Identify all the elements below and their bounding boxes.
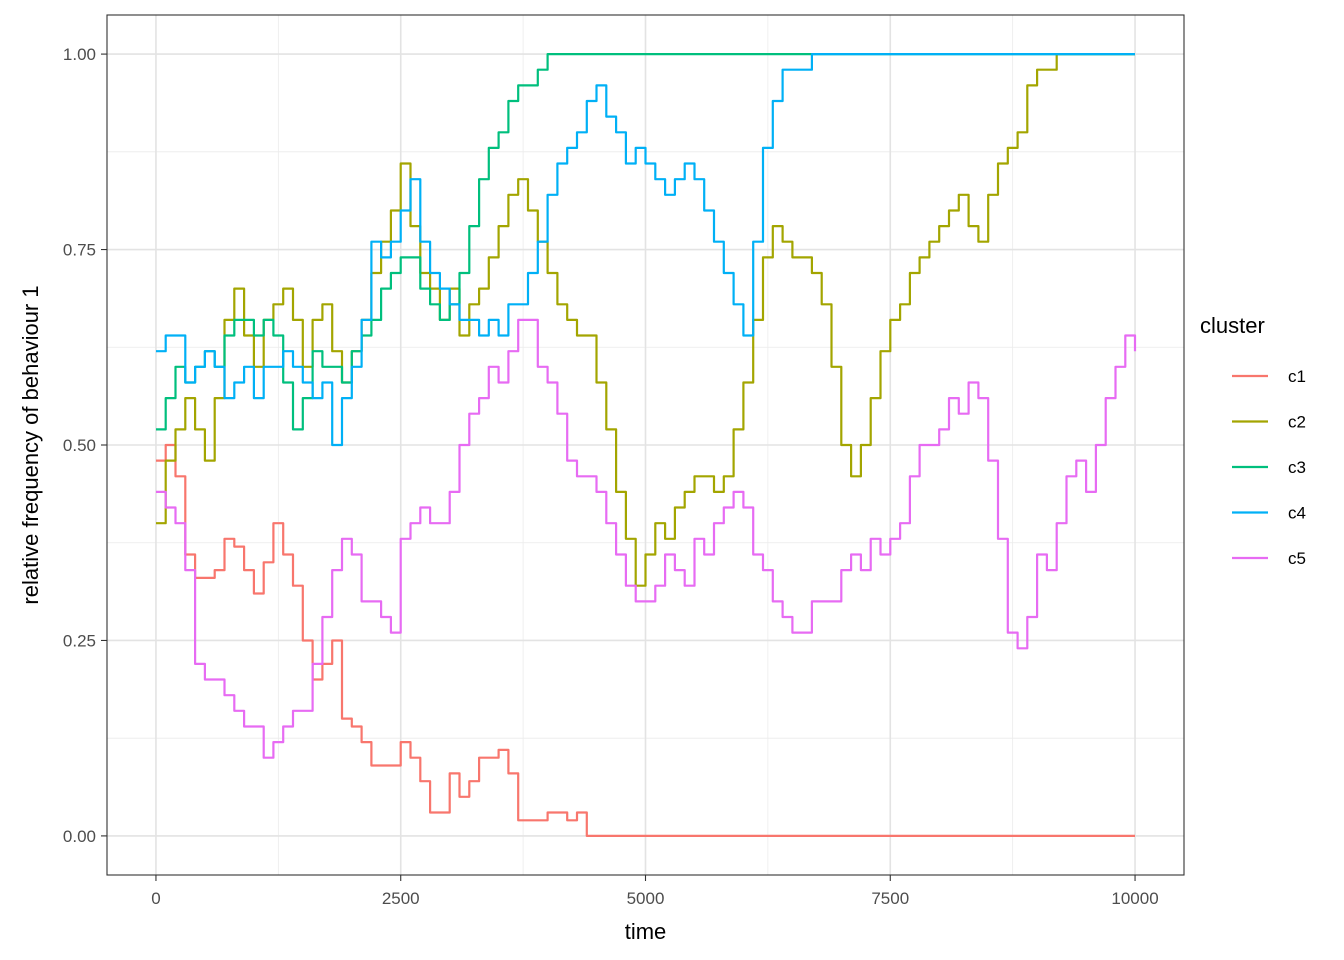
x-tick-label: 2500: [382, 889, 420, 908]
y-tick-label: 0.75: [63, 241, 96, 260]
x-tick-label: 10000: [1111, 889, 1158, 908]
y-tick-label: 1.00: [63, 45, 96, 64]
y-axis-title: relative frequency of behaviour 1: [18, 285, 43, 604]
legend: cluster c1 c2 c3 c4 c5: [1200, 313, 1306, 568]
x-axis-title: time: [625, 919, 667, 944]
series-line-c3: [156, 53, 1135, 431]
legend-label-c1: c1: [1288, 367, 1306, 386]
series-line-c1: [156, 443, 1135, 837]
series-layer: [156, 53, 1137, 837]
x-tick-label: 7500: [871, 889, 909, 908]
legend-label-c3: c3: [1288, 458, 1306, 477]
legend-label-c2: c2: [1288, 413, 1306, 432]
series-line-c2: [156, 53, 1135, 587]
series-line-c5: [156, 318, 1137, 759]
x-tick-label: 5000: [627, 889, 665, 908]
y-tick-label: 0.25: [63, 631, 96, 650]
y-tick-label: 0.50: [63, 436, 96, 455]
axes: 0 2500 5000 7500 10000 0.00 0.25 0.50 0.75 1.00: [63, 45, 1159, 908]
legend-label-c5: c5: [1288, 549, 1306, 568]
legend-label-c4: c4: [1288, 504, 1306, 523]
legend-title: cluster: [1200, 313, 1265, 338]
y-tick-label: 0.00: [63, 827, 96, 846]
series-line-c4: [156, 53, 1135, 447]
x-tick-label: 0: [151, 889, 160, 908]
